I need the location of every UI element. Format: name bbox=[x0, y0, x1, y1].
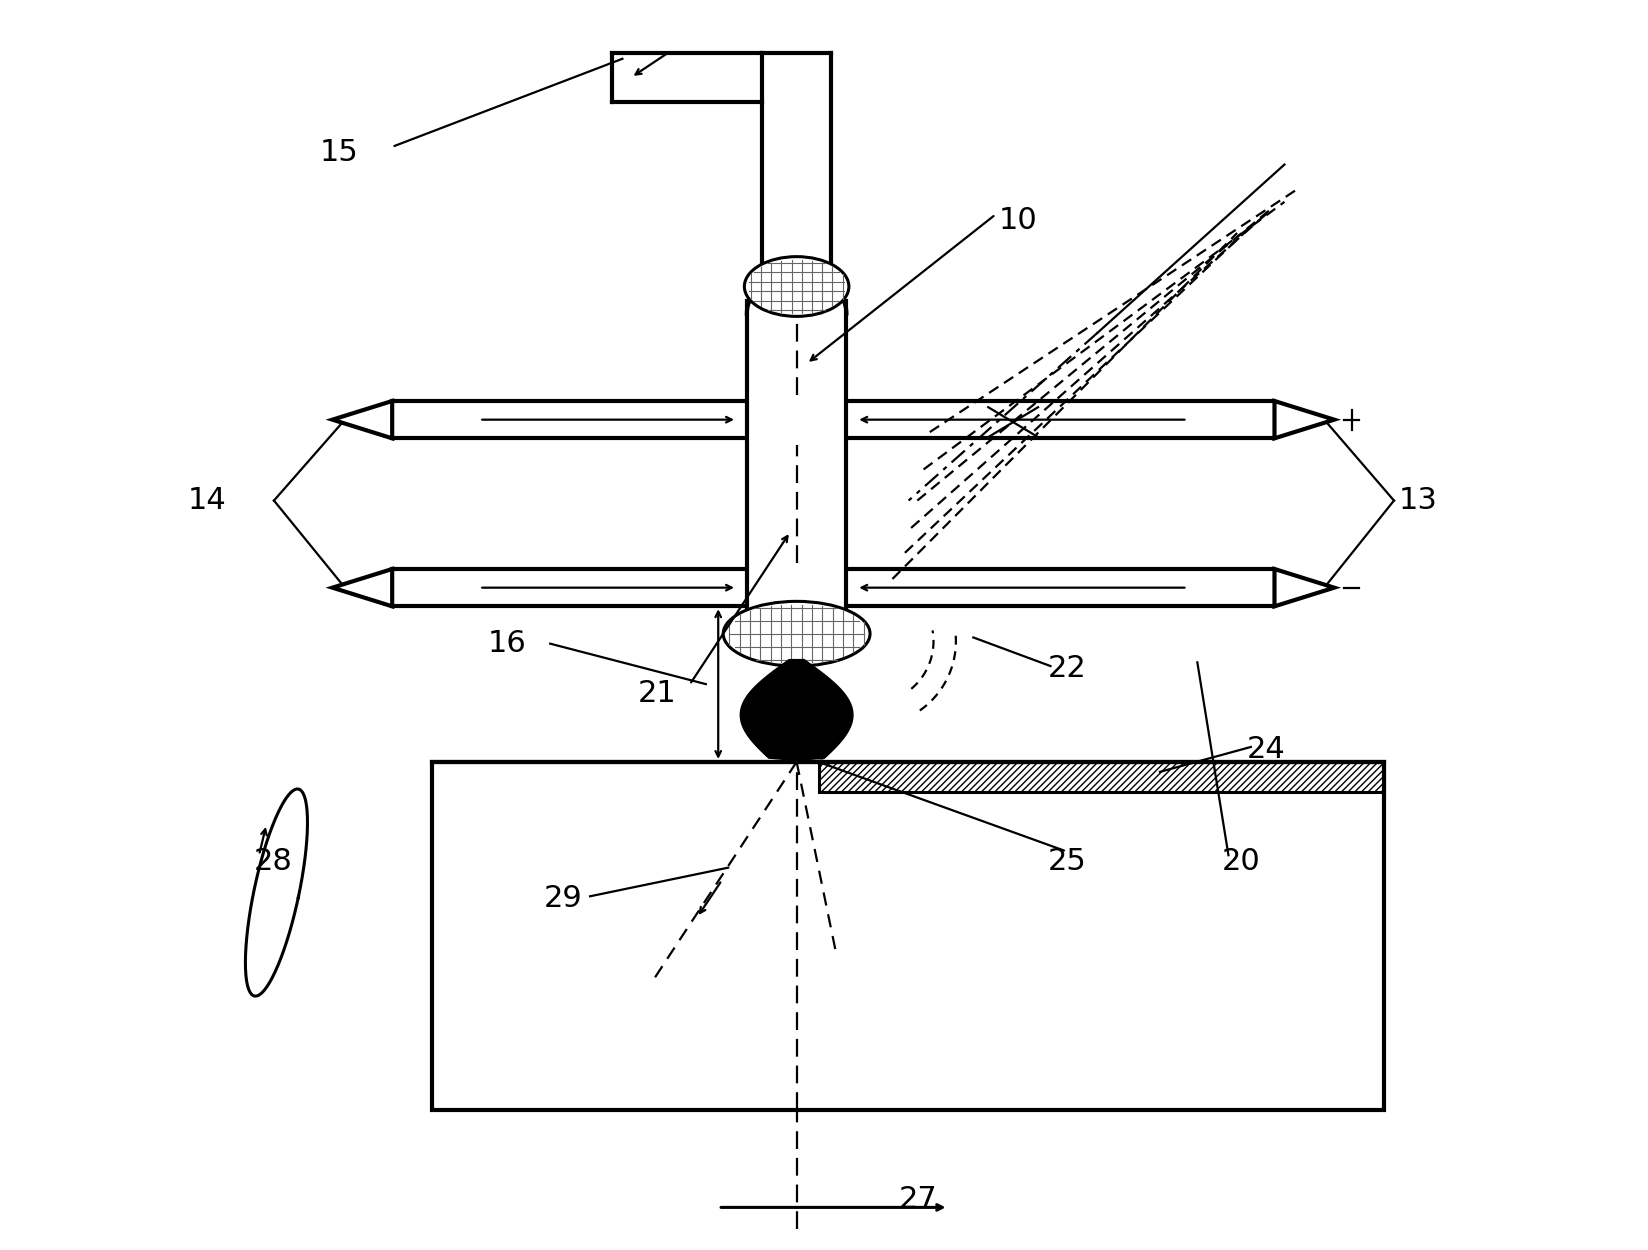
Polygon shape bbox=[1274, 569, 1335, 606]
Ellipse shape bbox=[723, 601, 870, 666]
Text: 15: 15 bbox=[320, 138, 359, 166]
Bar bbox=[432, 762, 1384, 1110]
Polygon shape bbox=[740, 660, 854, 760]
Text: 22: 22 bbox=[1048, 654, 1086, 682]
Text: 29: 29 bbox=[544, 884, 583, 914]
Text: 25: 25 bbox=[1048, 848, 1086, 876]
Text: 21: 21 bbox=[638, 679, 676, 707]
Text: 28: 28 bbox=[254, 848, 293, 876]
Text: 14: 14 bbox=[188, 486, 227, 515]
Text: 24: 24 bbox=[1248, 735, 1285, 764]
Text: 20: 20 bbox=[1223, 848, 1261, 876]
Text: 10: 10 bbox=[999, 206, 1037, 235]
Bar bbox=[819, 762, 1384, 791]
Polygon shape bbox=[333, 401, 392, 439]
Polygon shape bbox=[1274, 401, 1335, 439]
Ellipse shape bbox=[745, 256, 849, 316]
Polygon shape bbox=[333, 569, 392, 606]
Text: 13: 13 bbox=[1399, 486, 1437, 515]
Text: 16: 16 bbox=[488, 629, 527, 659]
Text: 27: 27 bbox=[898, 1185, 938, 1215]
Bar bbox=[747, 301, 847, 619]
